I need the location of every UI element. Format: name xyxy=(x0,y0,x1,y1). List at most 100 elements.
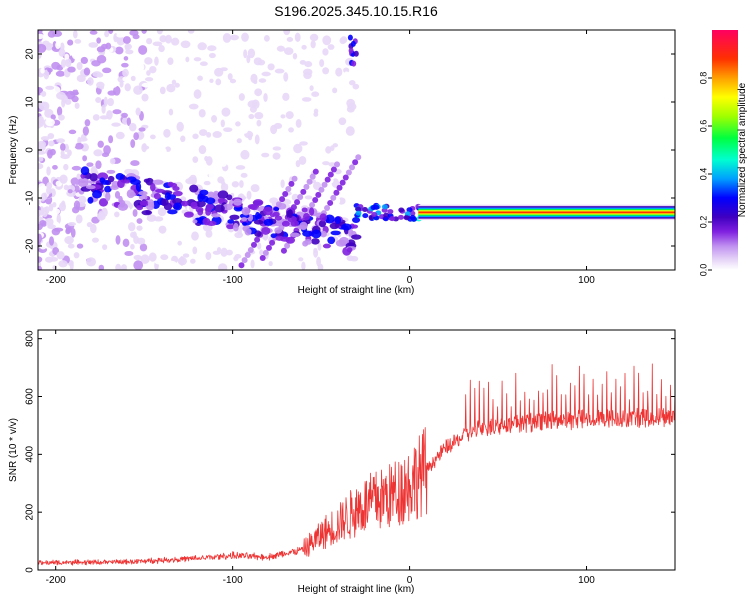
spectrogram-band-blob xyxy=(261,226,271,235)
spectrogram-noise-blob xyxy=(238,93,245,101)
spectrogram-noise-blob xyxy=(128,122,137,132)
spectrogram-noise-blob xyxy=(92,71,102,78)
spectrogram-noise-blob xyxy=(285,111,294,120)
spectrogram-noise-blob xyxy=(154,56,159,66)
spectrogram-noise-blob xyxy=(99,85,105,90)
spectrogram-x-axis-label: Height of straight line (km) xyxy=(298,285,415,296)
spectrogram-band-blob xyxy=(301,207,308,213)
spectrogram-noise-blob xyxy=(190,258,196,264)
spectrogram-noise-blob xyxy=(76,243,84,249)
spectrogram-noise-blob xyxy=(205,251,212,261)
spectrogram-noise-blob xyxy=(311,91,320,98)
spectrogram-noise-blob xyxy=(233,62,239,71)
spectrogram-band-blob xyxy=(351,234,362,240)
spectrogram-noise-blob xyxy=(309,85,314,91)
spectrogram-noise-blob xyxy=(67,189,73,194)
spectrogram-streak-blob xyxy=(345,169,352,176)
spectrogram-noise-blob xyxy=(247,134,253,141)
spectrogram-noise-blob xyxy=(168,108,174,116)
spectrogram-streak-blob xyxy=(324,176,331,183)
spectrogram-noise-blob xyxy=(71,141,76,148)
spectrogram-noise-blob xyxy=(135,107,141,116)
spectrogram-band-blob xyxy=(229,214,240,220)
spectrogram-noise-blob xyxy=(253,57,263,66)
spectrogram-x-tick-label: 100 xyxy=(578,275,595,286)
spectrogram-noise-blob xyxy=(220,119,225,128)
spectrogram-noise-blob xyxy=(219,157,228,167)
spectrogram-transition-blob xyxy=(398,207,405,213)
spectrogram-noise-blob xyxy=(322,35,332,46)
spectrogram-band-blob xyxy=(324,214,335,224)
snr-y-ticks: 0 200 400 600 800 xyxy=(25,330,675,573)
spectrogram-streak-blob xyxy=(300,188,307,195)
spectrogram-noise-blob xyxy=(199,61,208,67)
spectrogram-noise-blob xyxy=(261,152,270,158)
spectrogram-band-blob xyxy=(351,224,359,229)
spectrogram-noise-blob xyxy=(58,260,68,268)
spectrogram-y-tick-label: -20 xyxy=(25,238,36,253)
spectrogram-band-blob xyxy=(334,216,342,224)
spectrogram-streak-blob xyxy=(262,249,269,256)
spectrogram-noise-blob xyxy=(78,137,88,142)
spectrogram-noise-blob xyxy=(185,56,190,63)
spectrogram-noise-blob xyxy=(49,236,55,246)
spectrogram-noise-blob xyxy=(71,80,79,90)
spectrogram-band-blob xyxy=(169,182,178,188)
spectrogram-noise-blob xyxy=(289,93,298,98)
spectrogram-streak-blob xyxy=(250,241,257,248)
spectrogram-noise-blob xyxy=(67,66,76,73)
spectrogram-streak-blob xyxy=(280,247,287,254)
spectrogram-band-blob xyxy=(183,211,194,218)
spectrogram-noise-blob xyxy=(163,128,171,138)
spectrogram-noise-blob xyxy=(58,202,67,212)
spectrogram-noise-blob xyxy=(133,85,143,95)
spectrogram-noise-blob xyxy=(168,98,174,105)
spectrogram-noise-blob xyxy=(269,192,276,197)
spectrogram-noise-blob xyxy=(286,37,294,43)
spectrogram-band-blob xyxy=(173,202,183,211)
spectrogram-noise-blob xyxy=(322,161,330,166)
spectrogram-noise-blob xyxy=(38,142,45,149)
spectrogram-noise-blob xyxy=(65,90,76,100)
spectrogram-noise-blob xyxy=(182,253,190,258)
spectrogram-noise-blob xyxy=(124,250,134,256)
spectrogram-noise-blob xyxy=(96,54,107,64)
spectrogram-x-tick-label: -200 xyxy=(46,275,66,286)
spectrogram-noise-blob xyxy=(177,240,183,246)
spectrogram-noise-blob xyxy=(136,225,143,231)
spectrogram-noise-blob xyxy=(41,192,48,201)
spectrogram-top-blob xyxy=(348,47,354,54)
spectrogram-noise-blob xyxy=(116,32,125,38)
spectrogram-streak-blob xyxy=(254,236,261,243)
spectrogram-band-blob xyxy=(272,211,280,217)
spectrogram-band-blob xyxy=(138,190,148,196)
spectrogram-noise-blob xyxy=(152,41,163,47)
spectrogram-noise-blob xyxy=(346,98,356,108)
spectrogram-band-blob xyxy=(85,185,96,190)
spectrogram-noise-blob xyxy=(288,127,294,133)
spectrogram-noise-blob xyxy=(215,78,222,86)
spectrogram-noise-blob xyxy=(45,217,54,227)
spectrogram-noise-blob xyxy=(133,260,144,270)
spectrogram-band-blob xyxy=(110,185,119,190)
spectrogram-band-blob xyxy=(299,221,308,231)
spectrogram-noise-blob xyxy=(60,143,66,152)
snr-x-axis-label: Height of straight line (km) xyxy=(298,584,415,595)
spectrogram-noise-blob xyxy=(319,59,325,68)
spectrogram-noise-blob xyxy=(145,226,151,235)
spectrogram-noise-blob xyxy=(263,92,268,102)
spectrogram-noise-blob xyxy=(197,75,203,81)
colorbar-tick-label: 0.4 xyxy=(698,168,708,181)
spectrogram-noise-blob xyxy=(250,259,255,269)
spectrogram-noise-blob xyxy=(71,52,81,60)
spectrogram-noise-blob xyxy=(322,67,330,75)
spectrogram-streak-blob xyxy=(334,161,341,168)
spectrogram-noise-blob xyxy=(83,67,91,76)
spectrogram-x-tick-label: 0 xyxy=(407,275,413,286)
spectrogram-noise-blob xyxy=(38,209,43,217)
spectrogram-noise-blob xyxy=(158,44,165,53)
spectrogram-band-blob xyxy=(274,227,283,234)
spectrogram-streak-blob xyxy=(355,154,362,161)
spectrogram-noise-blob xyxy=(346,106,355,113)
spectrogram-noise-blob xyxy=(170,37,180,46)
